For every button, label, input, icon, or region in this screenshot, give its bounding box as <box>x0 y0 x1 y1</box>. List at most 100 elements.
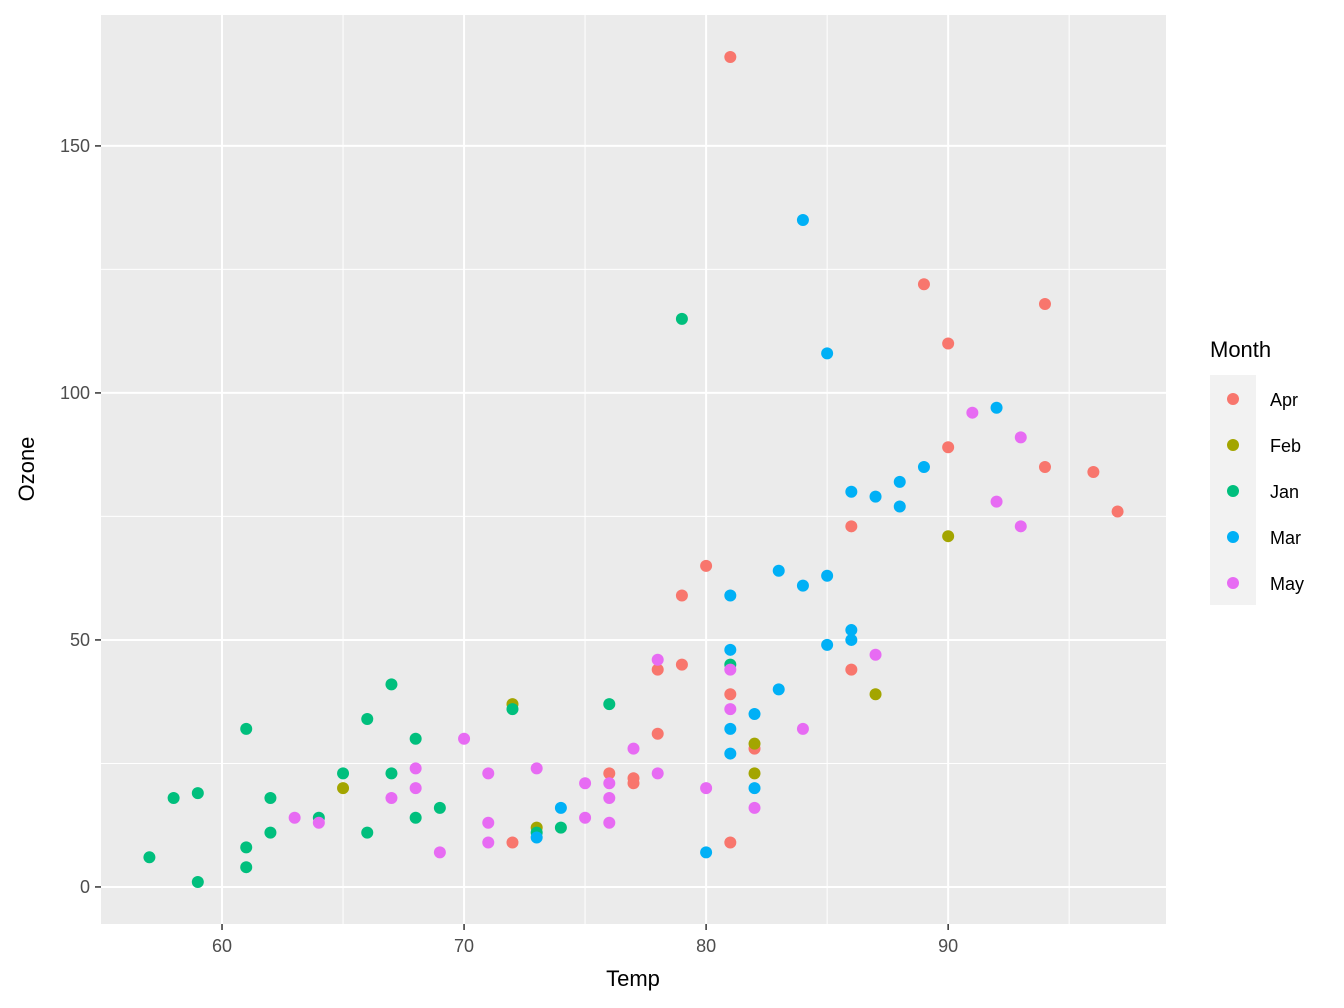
legend-label-feb: Feb <box>1270 436 1301 456</box>
data-point-may <box>312 816 325 829</box>
data-point-jan <box>385 678 398 691</box>
data-point-jan <box>409 811 422 824</box>
data-point-jan <box>264 792 277 805</box>
legend-key-jan <box>1227 485 1239 497</box>
data-point-mar <box>748 708 761 721</box>
x-tick-label: 80 <box>696 936 716 956</box>
data-point-may <box>385 792 398 805</box>
data-point-may <box>603 777 616 790</box>
data-point-mar <box>772 564 785 577</box>
data-point-mar <box>554 801 567 814</box>
data-point-apr <box>845 520 858 533</box>
data-point-apr <box>942 441 955 454</box>
data-point-may <box>651 767 664 780</box>
data-point-may <box>603 816 616 829</box>
data-point-may <box>869 648 882 661</box>
data-point-may <box>796 722 809 735</box>
data-point-mar <box>748 782 761 795</box>
y-tick-label: 0 <box>80 877 90 897</box>
data-point-jan <box>433 801 446 814</box>
legend: Month Apr Feb Jan Mar May <box>1210 337 1304 605</box>
legend-key-mar <box>1227 531 1239 543</box>
data-point-mar <box>845 485 858 498</box>
data-point-may <box>579 777 592 790</box>
data-point-jan <box>143 851 156 864</box>
data-point-mar <box>893 500 906 513</box>
legend-label-apr: Apr <box>1270 390 1298 410</box>
data-point-jan <box>603 698 616 711</box>
data-point-mar <box>796 579 809 592</box>
legend-label-mar: Mar <box>1270 528 1301 548</box>
grid-minor <box>101 15 1166 924</box>
data-point-apr <box>1111 505 1124 518</box>
data-point-mar <box>796 214 809 227</box>
grid-major <box>101 15 1166 924</box>
data-point-jan <box>264 826 277 839</box>
x-axis-ticks: 60 70 80 90 <box>212 924 958 956</box>
data-point-may <box>458 732 471 745</box>
data-point-apr <box>651 727 664 740</box>
data-point-apr <box>1087 465 1100 478</box>
data-point-may <box>990 495 1003 508</box>
data-point-apr <box>724 836 737 849</box>
data-point-feb <box>748 767 761 780</box>
data-point-apr <box>1038 461 1051 474</box>
x-tick-label: 90 <box>938 936 958 956</box>
data-point-mar <box>772 683 785 696</box>
legend-key-apr <box>1227 393 1239 405</box>
data-point-mar <box>893 475 906 488</box>
data-point-jan <box>167 792 180 805</box>
data-point-may <box>482 836 495 849</box>
y-tick-label: 150 <box>60 136 90 156</box>
data-point-jan <box>191 876 204 889</box>
data-point-may <box>1014 520 1027 533</box>
data-point-mar <box>724 722 737 735</box>
data-point-apr <box>651 663 664 676</box>
data-point-may <box>409 762 422 775</box>
data-point-mar <box>821 347 834 360</box>
data-point-mar <box>869 490 882 503</box>
data-point-mar <box>724 589 737 602</box>
data-point-may <box>1014 431 1027 444</box>
data-point-mar <box>821 569 834 582</box>
data-point-may <box>748 801 761 814</box>
data-point-apr <box>724 688 737 701</box>
data-point-mar <box>530 831 543 844</box>
data-point-feb <box>942 530 955 543</box>
y-tick-label: 50 <box>70 630 90 650</box>
data-point-apr <box>627 777 640 790</box>
data-point-apr <box>724 50 737 63</box>
data-point-apr <box>603 767 616 780</box>
data-point-mar <box>845 624 858 637</box>
data-point-mar <box>700 846 713 859</box>
data-point-jan <box>361 826 374 839</box>
legend-label-may: May <box>1270 574 1304 594</box>
data-point-may <box>288 811 301 824</box>
legend-label-jan: Jan <box>1270 482 1299 502</box>
data-point-may <box>700 782 713 795</box>
data-point-may <box>409 782 422 795</box>
x-axis-title: Temp <box>606 966 660 991</box>
data-point-jan <box>240 861 253 874</box>
data-point-feb <box>869 688 882 701</box>
data-point-may <box>579 811 592 824</box>
x-tick-label: 70 <box>454 936 474 956</box>
data-point-may <box>724 703 737 716</box>
data-point-jan <box>409 732 422 745</box>
data-point-jan <box>554 821 567 834</box>
data-points <box>143 50 1124 889</box>
data-point-jan <box>240 722 253 735</box>
data-point-feb <box>748 737 761 750</box>
data-point-mar <box>724 747 737 760</box>
x-tick-label: 60 <box>212 936 232 956</box>
data-point-apr <box>506 836 519 849</box>
data-point-jan <box>385 767 398 780</box>
data-point-feb <box>337 782 350 795</box>
y-axis-title: Ozone <box>14 437 39 502</box>
data-point-apr <box>675 589 688 602</box>
y-axis-ticks: 0 50 100 150 <box>60 136 101 897</box>
legend-title: Month <box>1210 337 1271 362</box>
data-point-may <box>482 767 495 780</box>
data-point-mar <box>821 638 834 651</box>
